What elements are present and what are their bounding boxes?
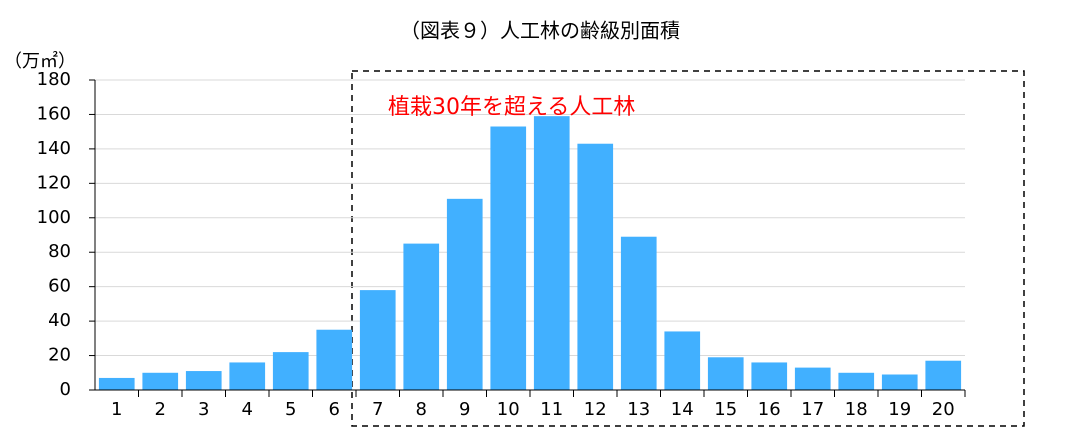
x-tick-label: 14 xyxy=(671,399,694,420)
grid xyxy=(95,79,965,357)
y-tick-label: 120 xyxy=(37,172,71,193)
x-tick-label: 10 xyxy=(497,399,520,420)
bar xyxy=(620,236,657,390)
y-tick-label: 180 xyxy=(37,69,71,90)
x-tick-label: 2 xyxy=(155,399,166,420)
x-tick-label: 12 xyxy=(584,399,607,420)
bar xyxy=(664,331,701,390)
bar xyxy=(98,377,135,390)
x-tick-label: 4 xyxy=(242,399,253,420)
x-tick-label: 5 xyxy=(285,399,296,420)
bar xyxy=(490,126,527,390)
x-tick-label: 16 xyxy=(758,399,781,420)
bar xyxy=(577,143,614,390)
chart-title: （図表９）人工林の齢級別面積 xyxy=(400,19,680,43)
x-tick-label: 11 xyxy=(540,399,563,420)
bar xyxy=(925,360,962,390)
bar xyxy=(794,367,831,390)
annotation: 植栽30年を超える人工林 xyxy=(388,95,635,120)
bar xyxy=(142,372,179,390)
bar xyxy=(272,352,309,390)
bar xyxy=(707,357,744,390)
x-tick-label: 18 xyxy=(845,399,868,420)
x-tick-label: 8 xyxy=(416,399,427,420)
bar xyxy=(403,243,440,390)
bar xyxy=(316,329,353,390)
highlight-box xyxy=(351,70,1025,427)
bar xyxy=(446,198,483,390)
x-tick-label: 13 xyxy=(627,399,650,420)
x-tick-label: 15 xyxy=(714,399,737,420)
y-axis-label: （万㎡） xyxy=(4,50,76,72)
x-tick-label: 6 xyxy=(329,399,340,420)
x-tick-label: 17 xyxy=(801,399,824,420)
y-tick-label: 80 xyxy=(48,241,71,262)
bar xyxy=(359,290,396,390)
y-tick-label: 60 xyxy=(48,276,71,297)
bar xyxy=(533,116,570,391)
bar xyxy=(229,362,266,390)
y-tick-label: 100 xyxy=(37,207,71,228)
x-tick-label: 9 xyxy=(459,399,470,420)
bar xyxy=(185,371,222,390)
bar xyxy=(838,372,875,390)
x-tick-label: 3 xyxy=(198,399,209,420)
x-tick-label: 7 xyxy=(372,399,383,420)
x-tick-label: 20 xyxy=(932,399,955,420)
x-tick-label: 19 xyxy=(888,399,911,420)
y-tick-label: 160 xyxy=(37,103,71,124)
bar xyxy=(881,374,918,390)
bars xyxy=(98,116,962,391)
y-tick-label: 0 xyxy=(60,379,71,400)
y-tick-label: 40 xyxy=(48,310,71,331)
y-tick-label: 20 xyxy=(48,345,71,366)
bar xyxy=(751,362,788,390)
x-tick-label: 1 xyxy=(111,399,122,420)
y-tick-label: 140 xyxy=(37,138,71,159)
